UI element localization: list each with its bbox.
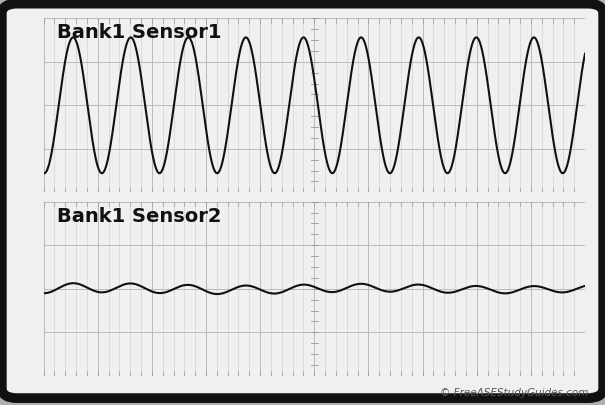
Text: © FreeASEStudyGuides.com: © FreeASEStudyGuides.com <box>440 388 588 398</box>
Text: Bank1 Sensor2: Bank1 Sensor2 <box>57 207 221 226</box>
Text: Bank1 Sensor1: Bank1 Sensor1 <box>57 23 221 43</box>
FancyBboxPatch shape <box>2 4 603 398</box>
